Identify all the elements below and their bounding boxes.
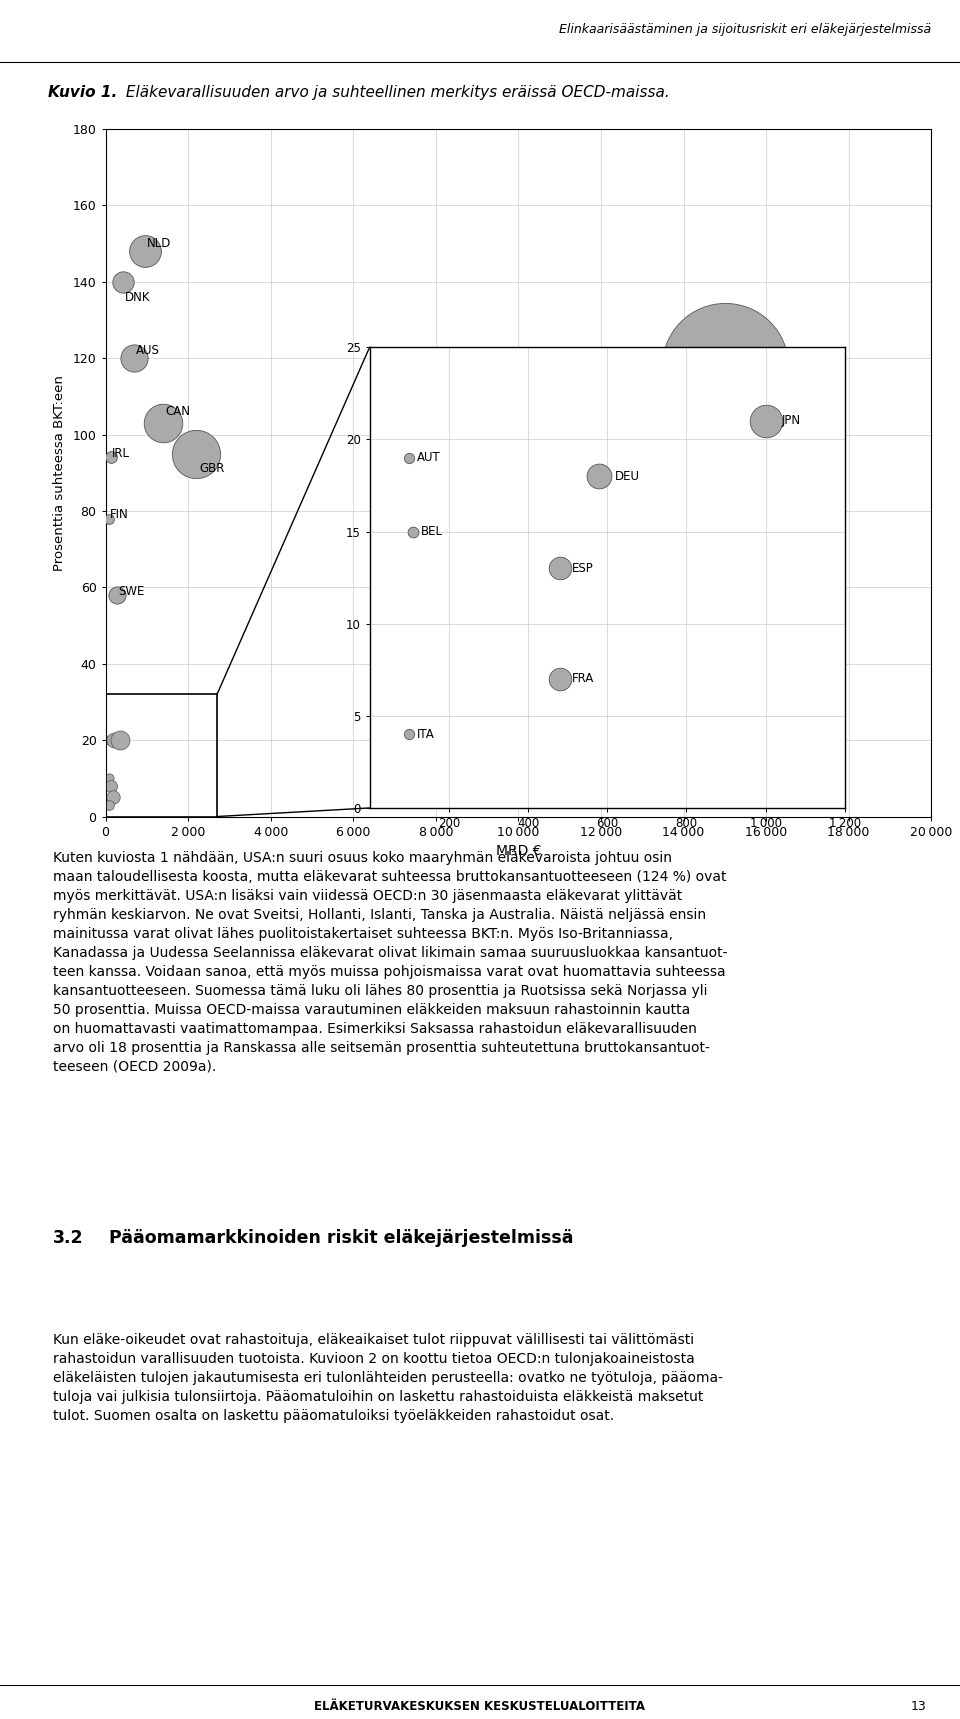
Text: Elinkaarisäästäminen ja sijoitusriskit eri eläkejärjestelmissä: Elinkaarisäästäminen ja sijoitusriskit e… (559, 22, 931, 36)
Text: USA: USA (750, 371, 774, 383)
Text: FIN: FIN (110, 509, 129, 521)
Text: DNK: DNK (125, 291, 150, 304)
Point (107, 727, 122, 755)
Point (104, 444, 119, 471)
X-axis label: MRD €: MRD € (495, 844, 541, 858)
Point (101, 727, 116, 755)
Text: IRL: IRL (111, 447, 130, 461)
Text: 3.2: 3.2 (53, 1229, 84, 1246)
Text: CAN: CAN (166, 406, 191, 418)
Point (156, 409, 171, 437)
Text: NLD: NLD (147, 237, 171, 249)
Bar (106, 694, 217, 817)
Point (102, 505, 117, 533)
Text: BEL: BEL (421, 524, 444, 538)
Text: ITA: ITA (417, 727, 435, 741)
Y-axis label: Prosenttia suhteessa BKT:een: Prosenttia suhteessa BKT:een (53, 375, 65, 571)
Point (405, 517, 420, 545)
Point (109, 581, 125, 609)
Text: SWE: SWE (118, 584, 145, 598)
Point (104, 772, 119, 799)
Point (105, 784, 120, 811)
Point (401, 720, 417, 748)
Point (717, 352, 732, 380)
Point (591, 462, 607, 490)
Text: DEU: DEU (615, 469, 640, 483)
Text: ESP: ESP (571, 562, 593, 574)
Text: Kuten kuviosta 1 nähdään, USA:n suuri osuus koko maaryhmän eläkevaroista johtuu : Kuten kuviosta 1 nähdään, USA:n suuri os… (53, 851, 728, 1074)
Text: Kuvio 1.: Kuvio 1. (48, 86, 117, 100)
Text: Pääomamarkkinoiden riskit eläkejärjestelmissä: Pääomamarkkinoiden riskit eläkejärjestel… (109, 1229, 574, 1246)
Point (127, 344, 142, 371)
Text: AUS: AUS (136, 344, 160, 358)
Point (552, 555, 567, 583)
Text: 13: 13 (911, 1700, 926, 1714)
Text: GBR: GBR (200, 462, 225, 476)
Point (112, 727, 128, 755)
Text: Eläkevarallisuuden arvo ja suhteellinen merkitys eräissä OECD-maissa.: Eläkevarallisuuden arvo ja suhteellinen … (121, 86, 670, 100)
Point (189, 440, 204, 468)
Point (115, 268, 131, 296)
Text: Kun eläke-oikeudet ovat rahastoituja, eläkeaikaiset tulot riippuvat välillisesti: Kun eläke-oikeudet ovat rahastoituja, el… (53, 1332, 723, 1423)
Text: ELÄKETURVAKESKUKSEN KESKUSTELUALOITTEITA: ELÄKETURVAKESKUKSEN KESKUSTELUALOITTEITA (315, 1700, 645, 1714)
Text: JPN: JPN (781, 414, 801, 428)
Point (102, 791, 117, 818)
Text: FRA: FRA (571, 672, 594, 686)
Point (101, 765, 116, 792)
Text: AUT: AUT (417, 452, 441, 464)
Point (552, 665, 567, 693)
Point (757, 407, 773, 435)
Point (401, 444, 417, 471)
Point (137, 237, 153, 265)
